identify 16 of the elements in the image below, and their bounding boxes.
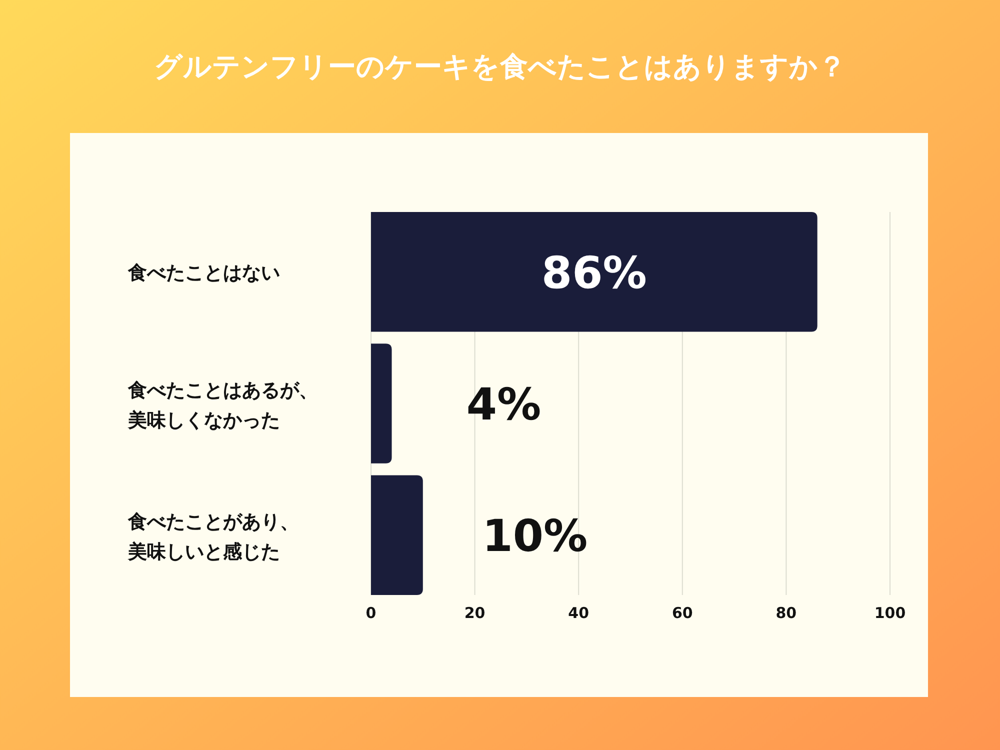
bar	[371, 344, 392, 464]
x-tick-label: 80	[776, 604, 797, 622]
data-label: 4%	[466, 380, 542, 430]
data-label: 10%	[482, 511, 588, 562]
chart-title: グルテンフリーのケーキを食べたことはありますか？	[154, 50, 846, 83]
y-tick-label: 食べたことはあるが、美味しくなかった	[127, 380, 318, 432]
y-tick-label: 食べたことはない	[127, 262, 280, 284]
x-tick-label: 0	[366, 604, 376, 622]
x-tick-label: 60	[672, 604, 693, 622]
bar	[371, 475, 423, 595]
x-tick-label: 20	[464, 604, 486, 622]
x-tick-label: 100	[874, 604, 906, 622]
x-tick-label: 40	[568, 604, 590, 622]
y-tick-label: 食べたことがあり、美味しいと感じた	[127, 511, 299, 564]
bar	[371, 212, 818, 332]
data-label: 86%	[542, 248, 647, 299]
